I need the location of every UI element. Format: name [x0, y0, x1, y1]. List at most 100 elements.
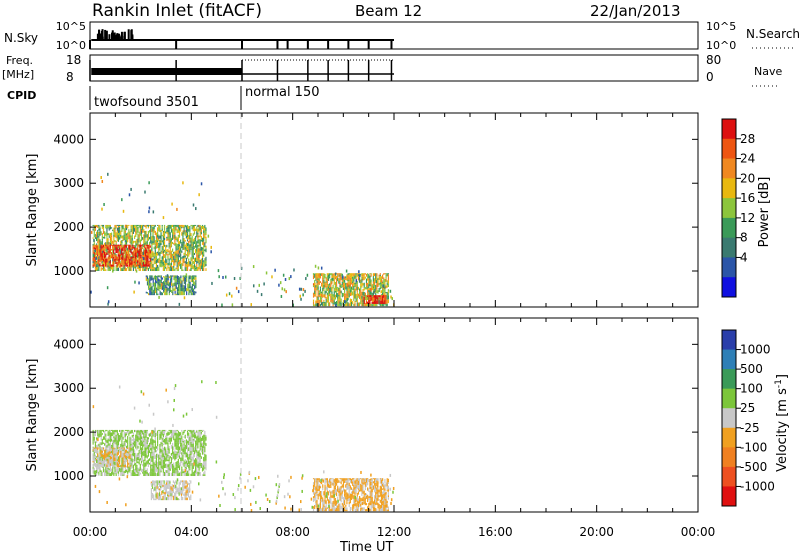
velocity-cell [186, 489, 188, 494]
velocity-cell [190, 462, 192, 466]
power-cell [184, 263, 186, 268]
velocity-cell [92, 458, 94, 461]
velocity-cell [95, 429, 98, 433]
velocity-cell [165, 482, 168, 485]
velocity-cell [178, 462, 181, 466]
power-cell [153, 267, 155, 272]
power-cell [169, 232, 171, 236]
velocity-cell [109, 446, 112, 449]
velocity-cell [332, 504, 334, 508]
power-cell [112, 248, 114, 252]
power-cell [189, 248, 191, 253]
velocity-cell [105, 470, 107, 473]
velocity-cell [177, 445, 179, 448]
power-cell [183, 241, 185, 244]
velocity-cell [177, 447, 179, 450]
velocity-cell [382, 494, 384, 498]
power-cell [196, 260, 198, 264]
power-cell [145, 263, 147, 267]
power-cell [121, 240, 123, 244]
velocity-cell [107, 431, 109, 433]
power-cell [191, 224, 193, 228]
power-cell [163, 245, 166, 247]
power-speckle [135, 269, 138, 273]
power-cell [320, 284, 323, 287]
velocity-cell [165, 474, 167, 477]
velocity-cell [148, 472, 151, 477]
velocity-cell [330, 491, 332, 495]
velocity-cell [154, 455, 156, 459]
power-speckle [345, 269, 348, 273]
velocity-cell [98, 471, 100, 474]
velocity-cell [161, 465, 163, 470]
velocity-cell [105, 452, 107, 456]
velocity-cell [344, 489, 346, 492]
velocity-cell [204, 444, 206, 447]
power-cell [121, 235, 123, 239]
velocity-cell [105, 463, 107, 468]
power-cell [154, 290, 157, 294]
power-cell [187, 288, 189, 291]
velocity-cell [189, 455, 191, 460]
velocity-cell [383, 504, 385, 507]
velocity-cell [178, 482, 180, 485]
power-cell [356, 274, 358, 277]
power-cell [108, 247, 110, 250]
velocity-cell [376, 480, 378, 483]
power-cell [203, 241, 205, 246]
velocity-cell [167, 474, 169, 477]
velocity-cell [201, 435, 204, 440]
power-cell [193, 225, 196, 229]
power-cell [125, 227, 128, 231]
velocity-cell [100, 453, 102, 457]
velocity-cell [384, 478, 386, 483]
velocity-cell [169, 462, 171, 465]
velocity-cell [312, 496, 315, 499]
power-speckle [210, 250, 212, 254]
power-cell [126, 253, 129, 258]
velocity-cell [184, 464, 186, 467]
velocity-cell [131, 429, 133, 434]
power-cell [103, 251, 106, 256]
velocity-cell [354, 483, 356, 487]
velocity-cell [352, 488, 354, 492]
power-cell [121, 257, 123, 260]
velocity-cell [376, 498, 378, 501]
velocity-cell [128, 433, 130, 436]
power-cell [107, 253, 109, 255]
velocity-cell [123, 431, 125, 436]
power-cell [135, 265, 137, 269]
power-cell [188, 252, 190, 254]
power-cell [191, 292, 193, 296]
velocity-cell [107, 445, 109, 448]
velocity-cell [178, 486, 180, 490]
velocity-cell [160, 487, 162, 491]
power-cell [333, 300, 335, 305]
velocity-cell [190, 498, 192, 501]
velocity-cell [154, 440, 156, 444]
velocity-cell [365, 509, 368, 512]
power-cell [123, 255, 125, 258]
velocity-cell [171, 429, 174, 432]
velocity-cell [124, 433, 126, 437]
velocity-cell [348, 482, 350, 487]
power-cell [196, 266, 198, 269]
power-cell [150, 224, 152, 229]
velocity-cell [365, 482, 368, 486]
power-speckle [355, 279, 358, 283]
velocity-cell [175, 487, 177, 490]
power-cell [101, 235, 103, 239]
velocity-cell [129, 447, 131, 450]
velocity-cell [186, 429, 189, 431]
power-cell [198, 244, 200, 247]
power-cell [191, 248, 193, 252]
velocity-cell [168, 451, 170, 454]
power-cell [141, 264, 143, 267]
velocity-cell [384, 488, 386, 491]
power-cell [130, 257, 132, 259]
power-cell [152, 282, 154, 286]
power-cell [317, 274, 319, 277]
power-cell [162, 232, 164, 237]
velocity-cell [110, 471, 113, 477]
velocity-cell [180, 493, 183, 496]
